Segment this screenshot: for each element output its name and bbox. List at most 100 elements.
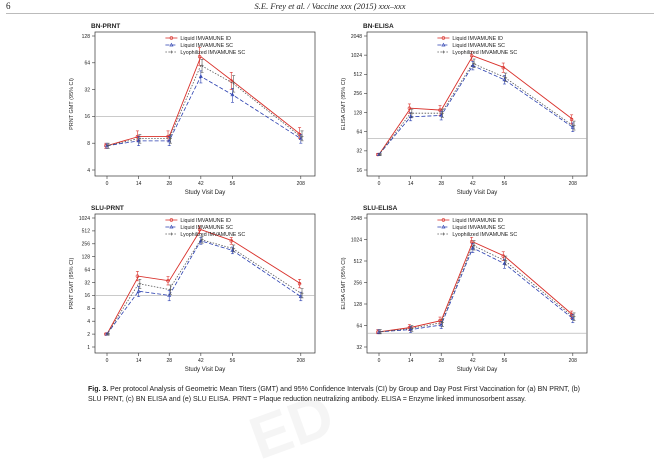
series-line: [378, 241, 574, 333]
y-tick-label: 1024: [351, 237, 362, 243]
x-tick-label: 14: [408, 358, 414, 364]
data-point: [138, 282, 142, 286]
data-point: [197, 54, 202, 59]
x-tick-label: 0: [378, 358, 381, 364]
x-tick-label: 28: [438, 181, 444, 187]
legend-label: Lyophilized IMVAMUNE SC: [452, 232, 517, 238]
y-tick-label: 8: [87, 141, 90, 147]
legend-marker: [441, 218, 446, 222]
y-tick-label: 4: [87, 319, 90, 325]
legend-label: Liquid IMVAMUNE SC: [180, 225, 233, 231]
legend-marker: [441, 50, 445, 54]
data-point: [232, 81, 236, 85]
x-tick-label: 208: [569, 358, 578, 364]
x-tick-label: 42: [198, 358, 204, 364]
y-tick-label: 1: [87, 345, 90, 351]
series-line: [106, 64, 302, 147]
data-point: [504, 259, 508, 263]
series-line: [378, 65, 574, 155]
figure-caption: Fig. 3. Per protocol Analysis of Geometr…: [88, 385, 593, 405]
data-point: [502, 77, 507, 82]
x-axis-label: Study Visit Day: [457, 190, 498, 196]
data-point: [501, 65, 505, 70]
y-tick-label: 64: [84, 267, 90, 273]
data-point: [408, 114, 413, 119]
y-axis-label: ELISA GMT (95% CI): [341, 78, 347, 130]
data-point: [230, 92, 235, 97]
legend-label: Liquid IMVAMUNE SC: [452, 225, 505, 231]
chart-title: BN-ELISA: [363, 23, 394, 30]
data-point: [410, 111, 414, 115]
y-tick-label: 2: [87, 332, 90, 338]
y-tick-label: 128: [354, 302, 363, 308]
y-tick-label: 16: [356, 168, 362, 174]
y-tick-label: 32: [356, 345, 362, 351]
series-line: [106, 239, 302, 335]
legend-marker: [441, 42, 446, 47]
plot-frame: [366, 31, 588, 177]
plot-frame: [94, 213, 316, 354]
series-line: [378, 55, 574, 155]
x-tick-label: 28: [166, 181, 172, 187]
plot-frame: [366, 213, 588, 354]
legend-label: Liquid IMVAMUNE ID: [452, 218, 503, 224]
data-point: [410, 327, 414, 331]
series-line: [106, 229, 302, 335]
x-axis-label: Study Visit Day: [457, 367, 498, 373]
legend-label: Lyophilized IMVAMUNE SC: [180, 232, 245, 238]
data-point: [572, 315, 576, 319]
y-tick-label: 64: [356, 323, 362, 329]
y-tick-label: 1024: [79, 216, 90, 222]
header-rule: [6, 13, 654, 14]
data-point: [106, 144, 110, 148]
y-tick-label: 32: [84, 87, 90, 93]
x-tick-label: 56: [502, 358, 508, 364]
chart-title: BN-PRNT: [91, 23, 120, 30]
legend-marker: [169, 50, 173, 54]
legend-marker: [441, 224, 446, 229]
y-tick-label: 2048: [351, 34, 362, 40]
running-head: S.E. Frey et al. / Vaccine xxx (2015) xx…: [254, 1, 406, 11]
legend-label: Lyophilized IMVAMUNE SC: [452, 50, 517, 56]
chart-slu-elisa: SLU-ELISA 32 64 128 256 512 1024 2048 ELISA GMT …: [341, 205, 588, 373]
x-tick-label: 208: [297, 358, 306, 364]
x-tick-label: 42: [198, 181, 204, 187]
series-line: [378, 62, 574, 155]
x-tick-label: 208: [569, 181, 578, 187]
chart-title: SLU-ELISA: [363, 205, 398, 212]
legend-label: Liquid IMVAMUNE SC: [452, 43, 505, 49]
x-tick-label: 0: [106, 181, 109, 187]
data-point: [300, 135, 304, 139]
data-point: [135, 274, 140, 278]
data-point: [439, 322, 444, 327]
x-tick-label: 28: [166, 358, 172, 364]
x-tick-label: 42: [470, 181, 476, 187]
series-line: [106, 240, 302, 335]
legend-label: Lyophilized IMVAMUNE SC: [180, 50, 245, 56]
data-point: [570, 316, 575, 320]
x-tick-label: 42: [470, 358, 476, 364]
data-point: [438, 318, 442, 323]
y-tick-label: 128: [82, 255, 91, 261]
data-point: [106, 332, 110, 336]
y-tick-label: 64: [84, 61, 90, 67]
data-point: [168, 137, 172, 141]
legend-label: Liquid IMVAMUNE SC: [180, 43, 233, 49]
legend-label: Liquid IMVAMUNE ID: [452, 36, 503, 42]
data-point: [229, 239, 233, 243]
x-tick-label: 0: [106, 358, 109, 364]
series-line: [378, 244, 574, 333]
legend-marker: [169, 218, 174, 222]
x-tick-label: 56: [230, 358, 236, 364]
y-tick-label: 32: [84, 280, 90, 286]
data-point: [504, 75, 508, 79]
y-tick-label: 16: [84, 293, 90, 299]
series-line: [106, 75, 302, 147]
y-tick-label: 512: [354, 259, 363, 265]
y-axis-label: PRNT GMT (95% CI): [69, 257, 75, 309]
y-tick-label: 256: [354, 280, 363, 286]
y-tick-label: 32: [356, 149, 362, 155]
x-tick-label: 14: [408, 181, 414, 187]
x-tick-label: 14: [136, 181, 142, 187]
x-tick-label: 56: [502, 181, 508, 187]
